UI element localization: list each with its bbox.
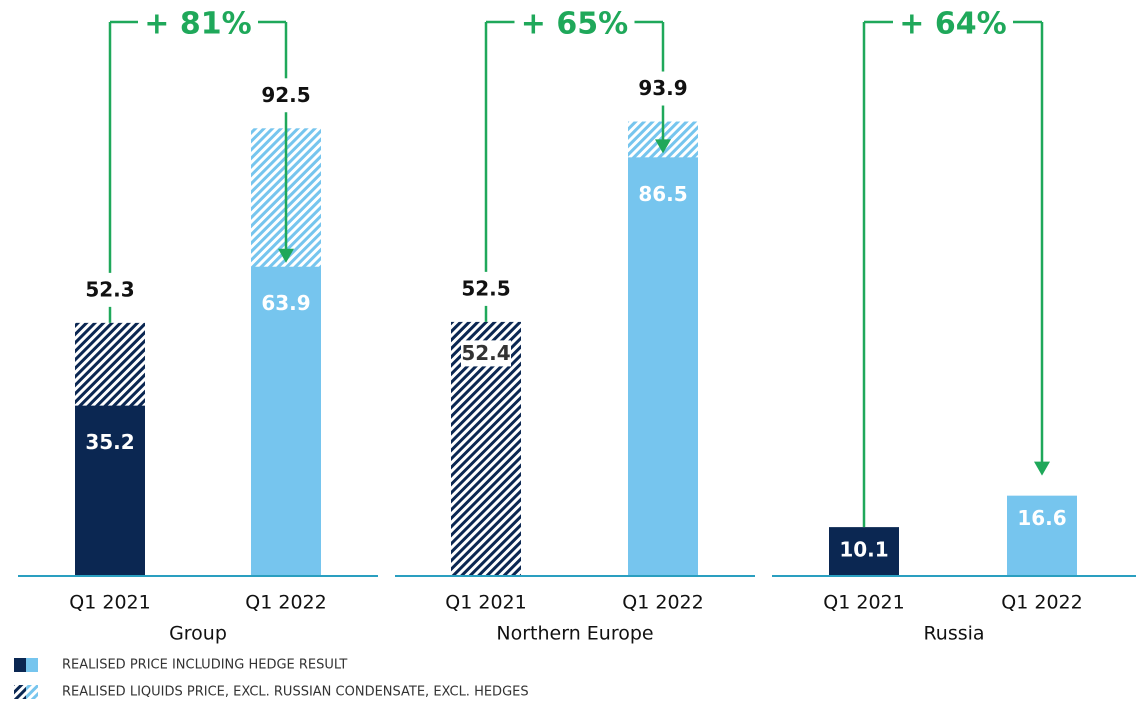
x-tick-label: Q1 2021 (445, 592, 526, 614)
x-tick-label: Q1 2021 (69, 592, 150, 614)
value-label: 16.6 (1017, 506, 1066, 530)
change-label: + 65% (521, 7, 628, 42)
legend-label: REALISED PRICE INCLUDING HEDGE RESULT (62, 658, 347, 673)
bar (251, 266, 321, 576)
liquids-label: 93.9 (638, 76, 687, 100)
legend-swatch (14, 685, 26, 699)
bar (1007, 495, 1077, 576)
liquids-label: 52.5 (461, 276, 510, 300)
legend-label: REALISED LIQUIDS PRICE, EXCL. RUSSIAN CO… (62, 685, 529, 700)
arrow-head (1034, 461, 1050, 476)
legend-swatch (26, 658, 38, 672)
x-tick-label: Q1 2022 (622, 592, 703, 614)
arrow-head (278, 248, 294, 263)
value-label: 63.9 (261, 291, 310, 315)
x-tick-label: Q1 2022 (245, 592, 326, 614)
value-label: 10.1 (839, 538, 888, 562)
panel-label: Russia (923, 623, 984, 645)
liquids-label: 52.3 (85, 277, 134, 301)
legend-swatch (26, 685, 38, 699)
value-label: 86.5 (638, 182, 687, 206)
panel-label: Group (169, 623, 227, 645)
value-label: 52.4 (461, 341, 510, 365)
liquids-label: 92.5 (261, 83, 310, 107)
label-box (461, 340, 511, 367)
bar (75, 405, 145, 576)
bar (628, 157, 698, 576)
bar (829, 527, 899, 576)
legend-swatch (14, 658, 26, 672)
value-label: 35.2 (85, 430, 134, 454)
x-tick-label: Q1 2021 (823, 592, 904, 614)
panel-label: Northern Europe (496, 623, 653, 645)
arrow-head (655, 139, 671, 154)
x-tick-label: Q1 2022 (1001, 592, 1082, 614)
change-label: + 64% (899, 7, 1006, 42)
change-label: + 81% (144, 7, 251, 42)
